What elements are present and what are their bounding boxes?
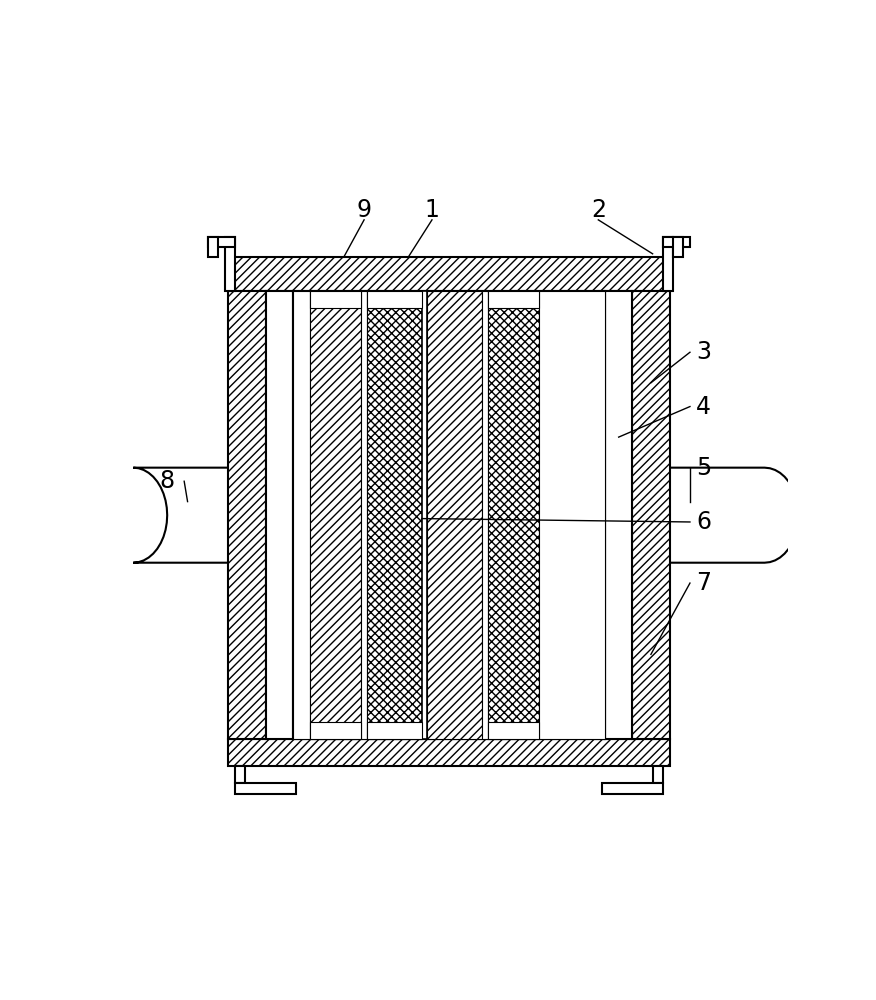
Bar [361, 291, 367, 739]
Text: 5: 5 [696, 456, 711, 480]
Bar [229, 739, 669, 766]
Bar [632, 291, 669, 739]
Bar [225, 237, 235, 291]
Bar [293, 291, 310, 739]
Bar [367, 722, 421, 739]
Bar [602, 783, 663, 794]
Bar [663, 237, 673, 291]
Bar [540, 291, 605, 739]
Text: 9: 9 [357, 198, 371, 222]
Polygon shape [133, 468, 229, 563]
Text: 1: 1 [425, 198, 440, 222]
Text: 2: 2 [590, 198, 606, 222]
Bar [653, 766, 663, 783]
Bar [310, 722, 361, 739]
Bar [605, 291, 632, 739]
Bar [663, 237, 690, 247]
Bar [488, 291, 540, 739]
Bar [421, 291, 427, 739]
Text: 3: 3 [696, 340, 711, 364]
Bar [427, 291, 482, 739]
Bar [310, 291, 361, 739]
Bar [229, 291, 265, 739]
Bar [488, 291, 540, 308]
Bar [673, 237, 683, 257]
Text: 4: 4 [696, 395, 711, 419]
Bar [208, 237, 235, 247]
Bar [488, 722, 540, 739]
Bar [208, 237, 218, 257]
Bar [367, 291, 421, 739]
Bar [367, 291, 421, 308]
Bar [293, 291, 605, 739]
Bar [265, 291, 293, 739]
Bar [235, 766, 245, 783]
Text: 8: 8 [159, 469, 175, 493]
Text: 6: 6 [696, 510, 711, 534]
Polygon shape [669, 468, 799, 563]
Bar [482, 291, 488, 739]
Bar [229, 257, 669, 291]
Bar [310, 291, 361, 308]
Bar [235, 783, 296, 794]
Text: 7: 7 [696, 571, 711, 595]
